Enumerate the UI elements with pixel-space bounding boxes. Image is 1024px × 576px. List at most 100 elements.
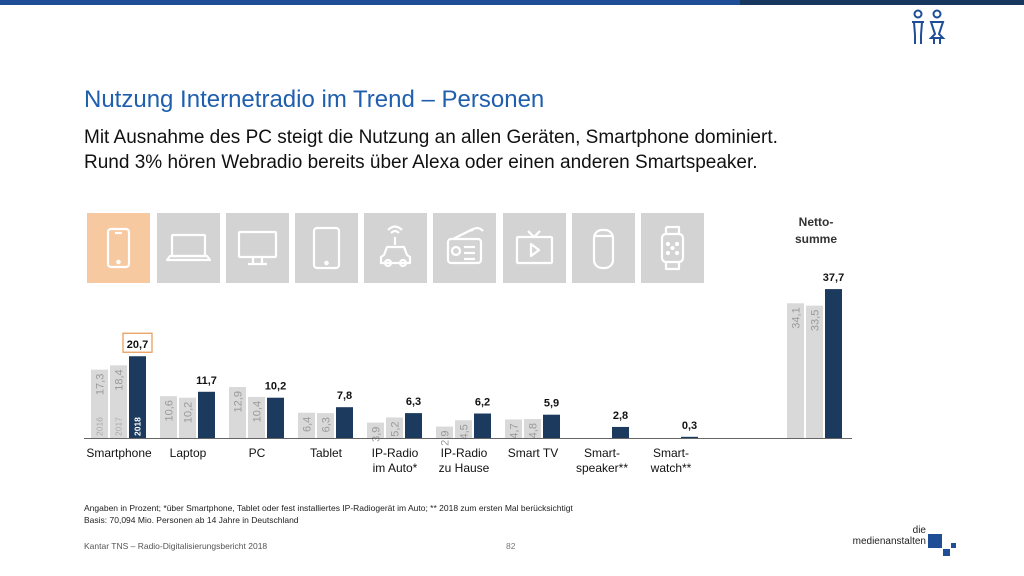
icon-path bbox=[527, 230, 541, 258]
bar-2017-9 bbox=[806, 305, 823, 438]
value-label-2016-6: 4,7 bbox=[509, 423, 521, 438]
value-label-2016-2: 12,9 bbox=[233, 391, 245, 412]
icon-path bbox=[387, 225, 403, 245]
page-subtitle: Mit Ausnahme des PC steigt die Nutzung a… bbox=[84, 125, 778, 175]
category-label-8: watch** bbox=[650, 461, 692, 475]
value-label-2018-9: 37,7 bbox=[823, 272, 844, 284]
icon-shape bbox=[674, 241, 680, 247]
footnote-line-2: Basis: 70,094 Mio. Personen ab 14 Jahre … bbox=[84, 515, 299, 525]
radio-icon bbox=[446, 226, 484, 265]
category-label-4: im Auto* bbox=[373, 461, 418, 475]
bar-2016-1 bbox=[160, 396, 177, 438]
icon-shape bbox=[324, 260, 329, 266]
bar-2017-2 bbox=[248, 396, 265, 438]
category-label-7: speaker** bbox=[576, 461, 628, 475]
device-tile bbox=[572, 213, 635, 283]
year-label-2016: 2016 bbox=[95, 417, 105, 436]
smartwatch-icon bbox=[660, 225, 685, 271]
page-number: 82 bbox=[506, 541, 516, 551]
monitor-icon-tile bbox=[226, 213, 289, 283]
category-label-1: Laptop bbox=[170, 446, 207, 460]
value-label-2018-2: 10,2 bbox=[265, 381, 286, 393]
bar-2017-4 bbox=[386, 417, 403, 438]
smartphone-icon-tile bbox=[87, 213, 150, 283]
category-label-4: IP-Radio bbox=[372, 446, 419, 460]
smart-tv-icon bbox=[515, 230, 554, 265]
netto-summe-label: Netto- summe bbox=[780, 214, 852, 248]
value-label-2018-4: 6,3 bbox=[406, 396, 421, 408]
bar-2016-2 bbox=[229, 387, 246, 438]
icon-shape bbox=[312, 226, 341, 270]
bar-2018-5 bbox=[474, 413, 491, 438]
car-radio-icon bbox=[379, 225, 412, 268]
bar-2018-3 bbox=[336, 407, 353, 438]
icon-path bbox=[248, 257, 267, 266]
medienanstalten-logo bbox=[928, 534, 956, 556]
value-label-2017-6: 4,8 bbox=[528, 423, 540, 438]
icon-shape bbox=[674, 250, 680, 256]
value-label-2018-8: 0,3 bbox=[682, 420, 697, 432]
device-tile bbox=[226, 213, 289, 283]
icon-shape bbox=[106, 227, 131, 269]
category-label-2: PC bbox=[249, 446, 266, 460]
value-label-2017-4: 5,2 bbox=[390, 421, 402, 436]
bar-2017-0 bbox=[110, 365, 127, 438]
value-label-2016-4: 3,9 bbox=[371, 427, 383, 442]
device-tile bbox=[157, 213, 220, 283]
bar-2018-9 bbox=[825, 289, 842, 438]
category-label-0: Smartphone bbox=[86, 446, 152, 460]
device-tile bbox=[87, 213, 150, 283]
value-label-2017-5: 4,5 bbox=[459, 424, 471, 439]
netto-line-2: summe bbox=[794, 232, 838, 246]
usage-bar-chart: 17,310,6 12,96,43,9 2,9 4,734,118,410,2 10,4… bbox=[84, 213, 852, 475]
icon-shape bbox=[665, 241, 671, 247]
car-radio-icon-tile bbox=[364, 213, 427, 283]
bar-2018-2 bbox=[267, 397, 284, 438]
bar-2018-1 bbox=[198, 391, 215, 438]
icon-shape bbox=[383, 258, 393, 268]
category-label-6: Smart TV bbox=[508, 446, 558, 460]
value-label-2018-7: 2,8 bbox=[613, 410, 628, 422]
bar-2018-0 bbox=[129, 356, 146, 438]
bar-2018-6 bbox=[543, 414, 560, 438]
smart-speaker-icon-tile bbox=[572, 213, 635, 283]
icon-shape bbox=[660, 232, 685, 264]
icon-path bbox=[165, 254, 212, 262]
laptop-icon bbox=[165, 233, 212, 262]
highlight-box bbox=[122, 332, 153, 353]
footnote-line-1: Angaben in Prozent; *über Smartphone, Ta… bbox=[84, 503, 573, 513]
category-label-5: IP-Radio bbox=[441, 446, 488, 460]
monitor-icon bbox=[237, 230, 278, 266]
source-text: Kantar TNS – Radio-Digitalisierungsberic… bbox=[84, 541, 268, 551]
top-accent-bar-dark bbox=[740, 0, 1024, 5]
subtitle-line-2: Rund 3% hören Webradio bereits über Alex… bbox=[84, 152, 758, 173]
year-label-2018: 2018 bbox=[133, 417, 143, 436]
value-label-2017-0: 18,4 bbox=[114, 369, 126, 390]
value-label-2016-9: 34,1 bbox=[791, 307, 803, 328]
value-label-2018-6: 5,9 bbox=[544, 398, 559, 410]
brand-line-1: die bbox=[912, 525, 926, 536]
bar-2017-3 bbox=[317, 413, 334, 438]
netto-line-1: Netto- bbox=[798, 215, 834, 229]
value-label-2016-3: 6,4 bbox=[302, 417, 314, 432]
bar-2017-5 bbox=[455, 420, 472, 438]
brand-name: die medienanstalten bbox=[838, 525, 926, 547]
icon-shape bbox=[116, 259, 121, 265]
value-label-2018-0: 20,7 bbox=[127, 339, 148, 351]
smartphone-icon bbox=[106, 227, 131, 269]
tablet-icon bbox=[312, 226, 341, 270]
value-label-2017-9: 33,5 bbox=[810, 310, 822, 331]
bar-2018-4 bbox=[405, 413, 422, 438]
icon-shape bbox=[592, 228, 615, 270]
icon-shape bbox=[446, 237, 483, 265]
smartwatch-icon-tile bbox=[641, 213, 704, 283]
smart-tv-icon-tile bbox=[503, 213, 566, 283]
bar-2016-5 bbox=[436, 426, 453, 438]
bar-2017-6 bbox=[524, 419, 541, 438]
smart-speaker-icon bbox=[592, 228, 615, 270]
device-tile bbox=[641, 213, 704, 283]
tablet-icon-tile bbox=[295, 213, 358, 283]
category-label-8: Smart- bbox=[653, 446, 689, 460]
bar-2016-4 bbox=[367, 422, 384, 438]
footnote: Angaben in Prozent; *über Smartphone, Ta… bbox=[84, 502, 573, 526]
